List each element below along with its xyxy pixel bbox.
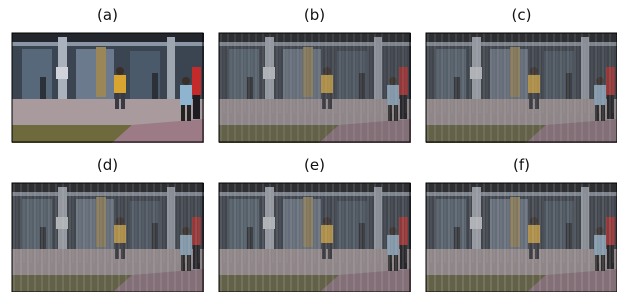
panel [426, 183, 617, 292]
panel-label: (d) [97, 156, 118, 174]
figure: (a) (b) (c) (d) (e) (f) [0, 0, 617, 292]
haze [426, 183, 617, 292]
panel [219, 33, 411, 143]
panel-image [12, 33, 204, 143]
panel [219, 183, 411, 292]
panel-label: (a) [97, 6, 118, 24]
haze [426, 33, 617, 142]
haze [219, 183, 410, 292]
panel-label: (e) [304, 156, 325, 174]
panel [426, 33, 617, 143]
panel-label: (f) [513, 156, 530, 174]
panel-label: (b) [304, 6, 325, 24]
panel [12, 183, 204, 292]
haze [219, 33, 410, 142]
haze [12, 183, 203, 292]
panel-label: (c) [512, 6, 532, 24]
panel [12, 33, 204, 143]
